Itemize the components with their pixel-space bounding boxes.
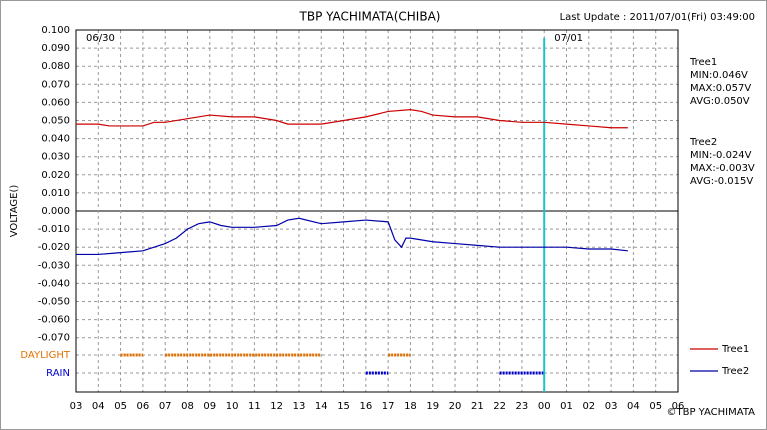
x-tick-label: 08 <box>181 401 194 412</box>
x-tick-label: 11 <box>248 401 261 412</box>
x-tick-label: 03 <box>605 401 618 412</box>
y-tick-label: 0.030 <box>41 152 70 163</box>
y-tick-label: 0.020 <box>41 170 70 181</box>
x-tick-label: 19 <box>426 401 439 412</box>
last-update: Last Update : 2011/07/01(Fri) 03:49:00 <box>560 12 755 23</box>
x-tick-label: 20 <box>449 401 462 412</box>
y-tick-label: 0.090 <box>41 43 70 54</box>
legend-label: Tree2 <box>721 366 749 377</box>
x-tick-label: 22 <box>493 401 506 412</box>
y-tick-label: 0.010 <box>41 188 70 199</box>
x-tick-label: 12 <box>270 401 283 412</box>
stats-line: MIN:-0.024V <box>690 150 752 161</box>
y-tick-label: 0.100 <box>41 25 70 36</box>
y-tick-label: -0.060 <box>38 315 70 326</box>
y-tick-label: -0.070 <box>38 333 70 344</box>
y-tick-label: 0.050 <box>41 116 70 127</box>
x-tick-label: 14 <box>315 401 328 412</box>
y-tick-label: 0.000 <box>41 206 70 217</box>
stats-line: MAX:-0.003V <box>690 163 755 174</box>
x-tick-label: 05 <box>649 401 662 412</box>
plot-frame <box>75 29 679 393</box>
series-line <box>76 109 628 129</box>
stats-line: MIN:0.046V <box>690 70 748 81</box>
chart-title: TBP YACHIMATA(CHIBA) <box>299 10 441 24</box>
x-tick-label: 13 <box>293 401 306 412</box>
stats-name: Tree2 <box>689 137 717 148</box>
x-tick-label: 21 <box>471 401 484 412</box>
x-tick-label: 06 <box>672 401 685 412</box>
legend-label: Tree1 <box>721 344 749 355</box>
x-tick-label: 15 <box>337 401 350 412</box>
stats-line: MAX:0.057V <box>690 83 751 94</box>
x-tick-label: 06 <box>137 401 150 412</box>
y-tick-label: -0.040 <box>38 278 70 289</box>
stats-line: AVG:0.050V <box>690 96 750 107</box>
y-tick-label: 0.040 <box>41 134 70 145</box>
x-tick-label: 17 <box>382 401 395 412</box>
x-tick-label: 23 <box>516 401 529 412</box>
y-tick-label: 0.060 <box>41 97 70 108</box>
series-line <box>76 217 628 256</box>
x-tick-label: 01 <box>560 401 573 412</box>
x-tick-label: 00 <box>538 401 551 412</box>
x-tick-label: 07 <box>159 401 172 412</box>
band-label: DAYLIGHT <box>20 350 70 361</box>
credit: ©TBP YACHIMATA <box>667 407 756 418</box>
x-tick-label: 10 <box>226 401 239 412</box>
x-tick-label: 16 <box>359 401 372 412</box>
y-tick-label: -0.050 <box>38 297 70 308</box>
y-axis-label: VOLTAGE() <box>9 185 20 238</box>
x-tick-label: 09 <box>203 401 216 412</box>
y-tick-label: -0.020 <box>38 242 70 253</box>
band-label: RAIN <box>46 368 70 379</box>
y-tick-label: 0.070 <box>41 79 70 90</box>
date-label: 07/01 <box>554 33 583 44</box>
y-tick-label: -0.010 <box>38 224 70 235</box>
x-tick-label: 03 <box>70 401 83 412</box>
stats-name: Tree1 <box>689 57 717 68</box>
x-tick-label: 05 <box>114 401 127 412</box>
y-tick-label: 0.080 <box>41 61 70 72</box>
x-tick-label: 18 <box>404 401 417 412</box>
y-tick-label: -0.030 <box>38 260 70 271</box>
x-tick-label: 04 <box>627 401 640 412</box>
x-tick-label: 04 <box>92 401 105 412</box>
date-label: 06/30 <box>86 33 115 44</box>
x-tick-label: 02 <box>582 401 595 412</box>
stats-line: AVG:-0.015V <box>690 176 753 187</box>
